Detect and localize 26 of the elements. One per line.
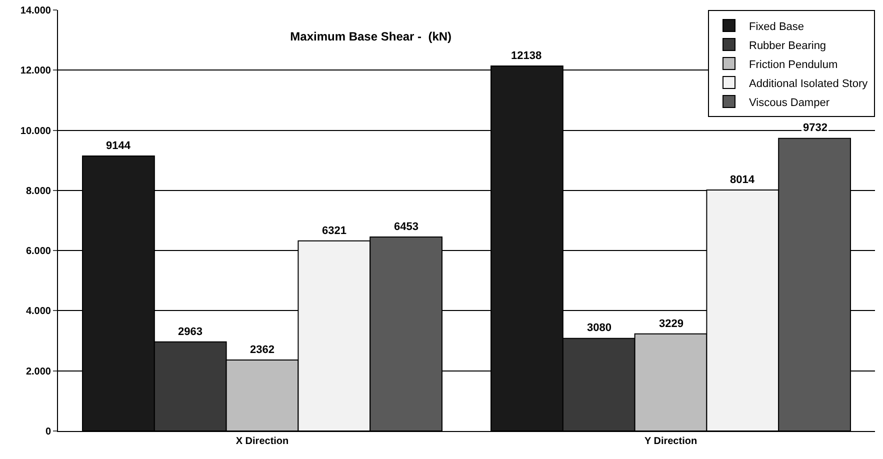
y-tick-label: 12.000 xyxy=(20,66,52,77)
data-label: 6321 xyxy=(322,225,346,237)
y-tick-label: 8.000 xyxy=(26,186,52,197)
legend-label: Rubber Bearing xyxy=(749,40,826,52)
y-tick-label: 4.000 xyxy=(26,306,52,318)
data-label: 6453 xyxy=(394,221,418,233)
legend-label: Viscous Damper xyxy=(749,96,830,109)
legend-label: Fixed Base xyxy=(749,20,804,33)
data-label: 3080 xyxy=(587,322,612,334)
data-label: 3229 xyxy=(659,318,684,330)
y-tick-label: 14.000 xyxy=(20,6,52,16)
data-label: 9732 xyxy=(803,122,828,134)
data-label: 12138 xyxy=(511,50,542,62)
x-tick-label: Y Direction xyxy=(644,436,698,447)
legend-label: Friction Pendulum xyxy=(749,58,838,71)
text: Maximum Base Shear - (kN) xyxy=(290,30,452,44)
y-tick-label: 0 xyxy=(45,426,52,438)
legend-label: Additional Isolated Story xyxy=(749,78,868,90)
y-tick-label: 6.000 xyxy=(26,246,52,258)
y-tick-label: 10.000 xyxy=(20,126,52,137)
data-label: 2963 xyxy=(178,326,202,338)
data-label: 2362 xyxy=(250,344,274,356)
x-tick-label: X Direction xyxy=(236,436,289,447)
data-label: 9144 xyxy=(106,140,132,152)
data-label: 8014 xyxy=(730,174,756,186)
y-tick-label: 2.000 xyxy=(26,366,52,378)
